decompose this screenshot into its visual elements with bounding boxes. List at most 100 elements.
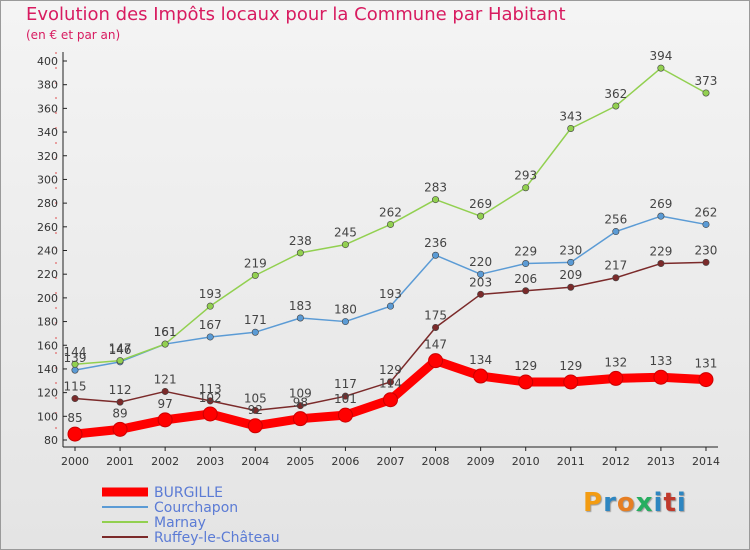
data-label: 131 — [695, 357, 718, 371]
data-label: 206 — [514, 272, 537, 286]
data-point — [71, 360, 79, 368]
data-point — [251, 406, 259, 414]
data-point — [657, 212, 665, 220]
y-tick-label: 100 — [37, 410, 58, 423]
data-label: 98 — [293, 396, 308, 410]
logo-letter: P — [583, 488, 604, 518]
data-point — [386, 302, 394, 310]
data-label: 133 — [649, 354, 672, 368]
data-point — [432, 323, 440, 331]
proxiti-logo: Proxiti — [583, 488, 687, 518]
legend-label: Ruffey-le-Château — [154, 530, 280, 546]
logo-letter: x — [635, 488, 654, 518]
data-label: 238 — [289, 234, 312, 248]
data-label: 129 — [559, 359, 582, 373]
data-label: 114 — [379, 377, 402, 391]
y-tick-label: 340 — [37, 126, 58, 139]
data-point — [341, 392, 349, 400]
logo-letter: t — [663, 488, 677, 518]
logo-letter: i — [676, 488, 687, 518]
data-point — [247, 418, 263, 434]
x-tick-label: 2009 — [467, 455, 495, 468]
data-point — [206, 333, 214, 341]
data-label: 89 — [112, 406, 127, 420]
data-label: 132 — [604, 355, 627, 369]
x-tick-label: 2010 — [512, 455, 540, 468]
data-label: 262 — [379, 205, 402, 219]
data-point — [296, 314, 304, 322]
data-point — [608, 370, 624, 386]
data-label: 144 — [64, 345, 87, 359]
data-label: 134 — [469, 353, 492, 367]
x-tick-label: 2014 — [692, 455, 720, 468]
data-point — [71, 395, 79, 403]
data-point — [698, 372, 714, 388]
data-label: 97 — [157, 397, 172, 411]
data-point — [567, 258, 575, 266]
data-point — [386, 378, 394, 386]
data-label: 209 — [559, 268, 582, 282]
data-point — [251, 328, 259, 336]
data-label: 92 — [248, 403, 263, 417]
y-tick-label: 400 — [37, 55, 58, 68]
data-point — [657, 64, 665, 72]
data-point — [341, 241, 349, 249]
data-label: 219 — [244, 256, 267, 270]
data-point — [161, 387, 169, 395]
data-point — [473, 368, 489, 384]
data-point — [657, 260, 665, 268]
data-label: 113 — [199, 382, 222, 396]
data-point — [432, 196, 440, 204]
y-tick-label: 280 — [37, 197, 58, 210]
data-point — [702, 220, 710, 228]
data-point — [296, 249, 304, 257]
x-tick-label: 2007 — [376, 455, 404, 468]
data-point — [522, 287, 530, 295]
x-tick-label: 2008 — [422, 455, 450, 468]
data-point — [386, 220, 394, 228]
data-label: 112 — [109, 383, 132, 397]
data-point — [563, 374, 579, 390]
data-label: 161 — [154, 325, 177, 339]
data-label: 283 — [424, 181, 447, 195]
x-tick-label: 2004 — [241, 455, 269, 468]
legend: BURGILLECourchaponMarnayRuffey-le-Châtea… — [102, 485, 280, 546]
data-label: 343 — [559, 110, 582, 124]
data-point — [206, 302, 214, 310]
data-point — [71, 366, 79, 374]
data-label: 220 — [469, 255, 492, 269]
y-tick-label: 80 — [44, 434, 58, 447]
data-point — [567, 125, 575, 133]
data-labels: 139 146 161 167 171 183 180 193 236 220 229 230 256 2… — [64, 49, 718, 425]
data-point — [477, 290, 485, 298]
x-tick-label: 2012 — [602, 455, 630, 468]
data-point — [202, 406, 218, 422]
x-tick-label: 2003 — [196, 455, 224, 468]
data-point — [341, 318, 349, 326]
data-point — [567, 283, 575, 291]
data-label: 102 — [199, 391, 222, 405]
data-label: 230 — [695, 243, 718, 257]
data-label: 129 — [379, 363, 402, 377]
data-point — [518, 374, 534, 390]
data-label: 109 — [289, 387, 312, 401]
data-label: 183 — [289, 299, 312, 313]
y-tick-label: 360 — [37, 102, 58, 115]
data-point — [477, 212, 485, 220]
data-label: 146 — [109, 343, 132, 357]
logo-letter: o — [616, 488, 636, 518]
logo-letter: i — [653, 488, 664, 518]
data-point — [702, 89, 710, 97]
data-label: 293 — [514, 169, 537, 183]
x-tick-label: 2002 — [151, 455, 179, 468]
data-label: 193 — [199, 287, 222, 301]
data-point — [432, 251, 440, 259]
data-label: 217 — [604, 259, 627, 273]
data-label: 203 — [469, 275, 492, 289]
data-point — [67, 426, 83, 442]
y-tick-label: 120 — [37, 387, 58, 400]
y-tick-label: 220 — [37, 268, 58, 281]
y-tick-label: 300 — [37, 173, 58, 186]
data-label: 180 — [334, 303, 357, 317]
